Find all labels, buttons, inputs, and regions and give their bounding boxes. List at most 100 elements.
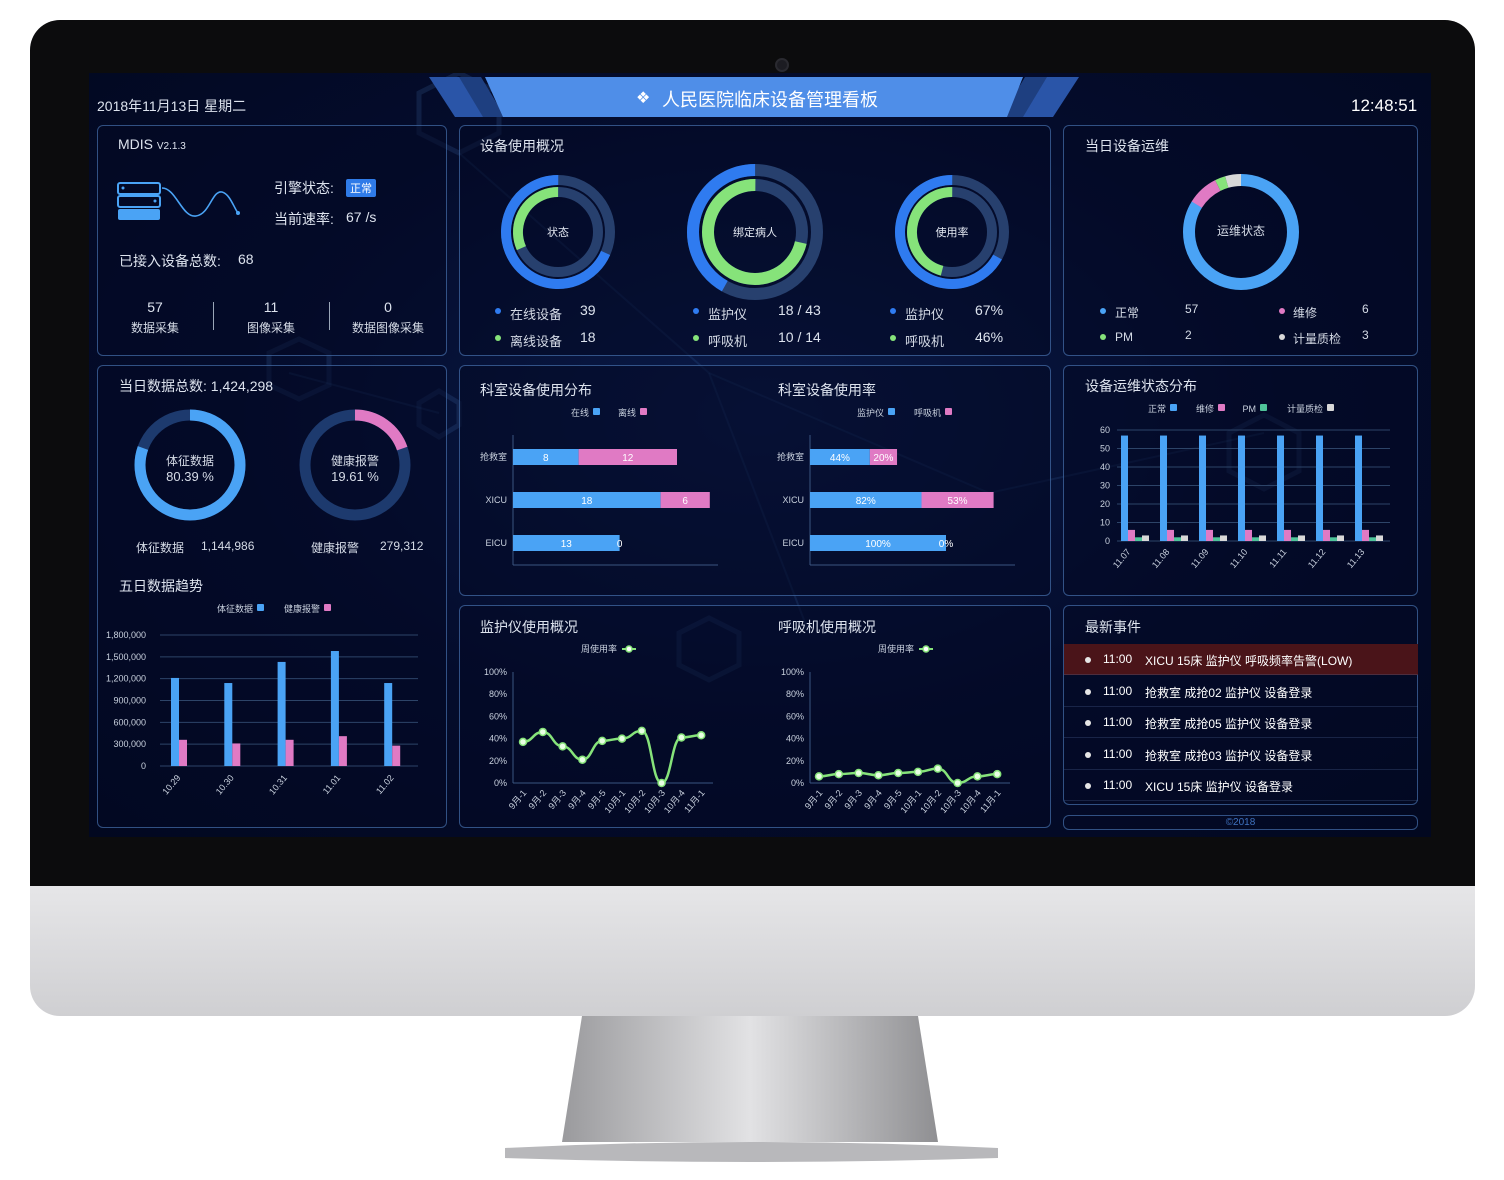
title-banner-frame (429, 77, 1079, 117)
line-panel (459, 605, 1051, 828)
event-time: 11:00 (1103, 778, 1133, 792)
legend-label: 维修 (1293, 306, 1318, 320)
legend-label: 监护仪 (708, 307, 748, 322)
stat-label: 图像采集 (246, 321, 295, 335)
legend-value: 57 (1185, 302, 1199, 316)
legend-label: 离线设备 (510, 334, 563, 349)
legend-label: 呼吸机 (905, 334, 945, 349)
vital-donut-percent: 80.39 % (166, 469, 214, 484)
legend-label: 监护仪 (905, 307, 945, 322)
app-logo-icon: ❖ (636, 90, 651, 107)
maint-dist-panel (1063, 365, 1418, 596)
maintenance-donut-center: 运维状态 (1216, 224, 1265, 238)
server-icon (117, 182, 240, 220)
maint-dist-title: 设备运维状态分布 (1085, 378, 1197, 394)
legend-label: 计量质检 (1293, 332, 1342, 346)
system-name-text: MDIS (118, 136, 153, 152)
legend-dot (1100, 334, 1106, 340)
page-title: 人民医院临床设备管理看板 (662, 90, 878, 110)
rate-label: 当前速率: (274, 211, 334, 227)
dept-rate-title: 科室设备使用率 (778, 382, 876, 398)
footer: ©2018 (1063, 815, 1418, 830)
alarm-donut-center: 健康报警 (330, 454, 379, 468)
event-text: 抢救室 成抢02 监护仪 设备登录 (1145, 685, 1313, 700)
event-row (1064, 676, 1418, 707)
event-time: 11:00 (1103, 652, 1133, 666)
engine-status-label: 引擎状态: (274, 180, 334, 196)
event-time: 11:00 (1103, 746, 1133, 761)
event-bullet (1085, 688, 1091, 695)
monitor-chin (30, 886, 1475, 1016)
divider (213, 302, 214, 330)
usage-title: 设备使用概况 (480, 138, 564, 154)
events-panel (1063, 605, 1418, 805)
event-bullet (1085, 657, 1091, 663)
event-text: XICU 15床 监护仪 呼吸频率告警(LOW) (1145, 654, 1353, 668)
vital-donut-center: 体征数据 (165, 454, 214, 468)
alarm-label: 健康报警 (311, 541, 360, 555)
alarm-value: 279,312 (380, 539, 424, 553)
daily-total-label: 当日数据总数: (119, 378, 207, 394)
alarm-donut-percent: 19.61 % (331, 469, 379, 484)
legend-value: 39 (580, 302, 596, 318)
event-text: 抢救室 成抢03 监护仪 设备登录 (1145, 748, 1313, 763)
legend-dot (495, 335, 501, 341)
event-bullet (1085, 783, 1091, 789)
camera-icon (775, 58, 789, 72)
events-title: 最新事件 (1085, 619, 1141, 635)
vital-value: 1,144,986 (201, 539, 255, 553)
stat-value: 57 (147, 299, 163, 315)
legend-value: 3 (1362, 328, 1369, 342)
maintenance-title: 当日设备运维 (1085, 138, 1169, 154)
legend-label: 在线设备 (510, 307, 563, 322)
legend-value: 6 (1362, 302, 1369, 316)
daily-total: 当日数据总数: 1,424,298 (119, 376, 273, 396)
legend-dot (1100, 308, 1106, 314)
event-bullet (1085, 751, 1091, 758)
legend-dot (693, 308, 699, 314)
legend-value: 18 / 43 (778, 302, 821, 318)
dept-distribution-title: 科室设备使用分布 (480, 382, 592, 398)
legend-label: 正常 (1115, 306, 1140, 320)
vital-label: 体征数据 (136, 541, 185, 555)
system-name: MDIS V2.1.3 (118, 136, 186, 152)
event-text: XICU 15床 监护仪 设备登录 (1145, 780, 1294, 794)
event-row (1064, 644, 1418, 675)
maintenance-panel (1063, 125, 1418, 356)
daily-data-panel (97, 365, 447, 828)
legend-dot (1279, 308, 1285, 314)
stat-label: 数据采集 (130, 321, 179, 335)
header-date: 2018年11月13日 星期二 (97, 98, 247, 114)
legend-value: 10 / 14 (778, 329, 821, 345)
event-row (1064, 739, 1418, 770)
legend-dot (890, 335, 896, 341)
device-total-value: 68 (238, 251, 254, 267)
legend-dot (495, 308, 501, 314)
legend-value: 2 (1185, 328, 1192, 342)
legend-dot (1279, 334, 1285, 340)
dept-panel (459, 365, 1051, 596)
monitor-line-title: 监护仪使用概况 (480, 619, 578, 635)
divider (329, 302, 330, 330)
rate-value: 67 /s (346, 209, 377, 225)
system-panel (97, 125, 447, 356)
system-version: V2.1.3 (156, 141, 186, 152)
stat-value: 0 (384, 299, 392, 315)
legend-value: 18 (580, 329, 596, 345)
trend-title: 五日数据趋势 (119, 578, 203, 594)
stat-label: 数据图像采集 (351, 321, 424, 335)
legend-label: PM (1115, 330, 1133, 344)
event-time: 11:00 (1103, 715, 1133, 729)
daily-total-value: 1,424,298 (210, 378, 274, 394)
legend-value: 67% (975, 302, 1004, 318)
legend-value: 46% (975, 329, 1004, 345)
device-total-label: 已接入设备总数: (119, 253, 221, 269)
stat-value: 11 (263, 299, 279, 315)
legend-label: 呼吸机 (708, 334, 748, 349)
event-row (1064, 770, 1418, 801)
engine-status-badge: 正常 (346, 179, 376, 197)
event-row (1064, 707, 1418, 738)
legend-dot (890, 308, 896, 314)
copyright: ©2018 (1225, 817, 1256, 828)
